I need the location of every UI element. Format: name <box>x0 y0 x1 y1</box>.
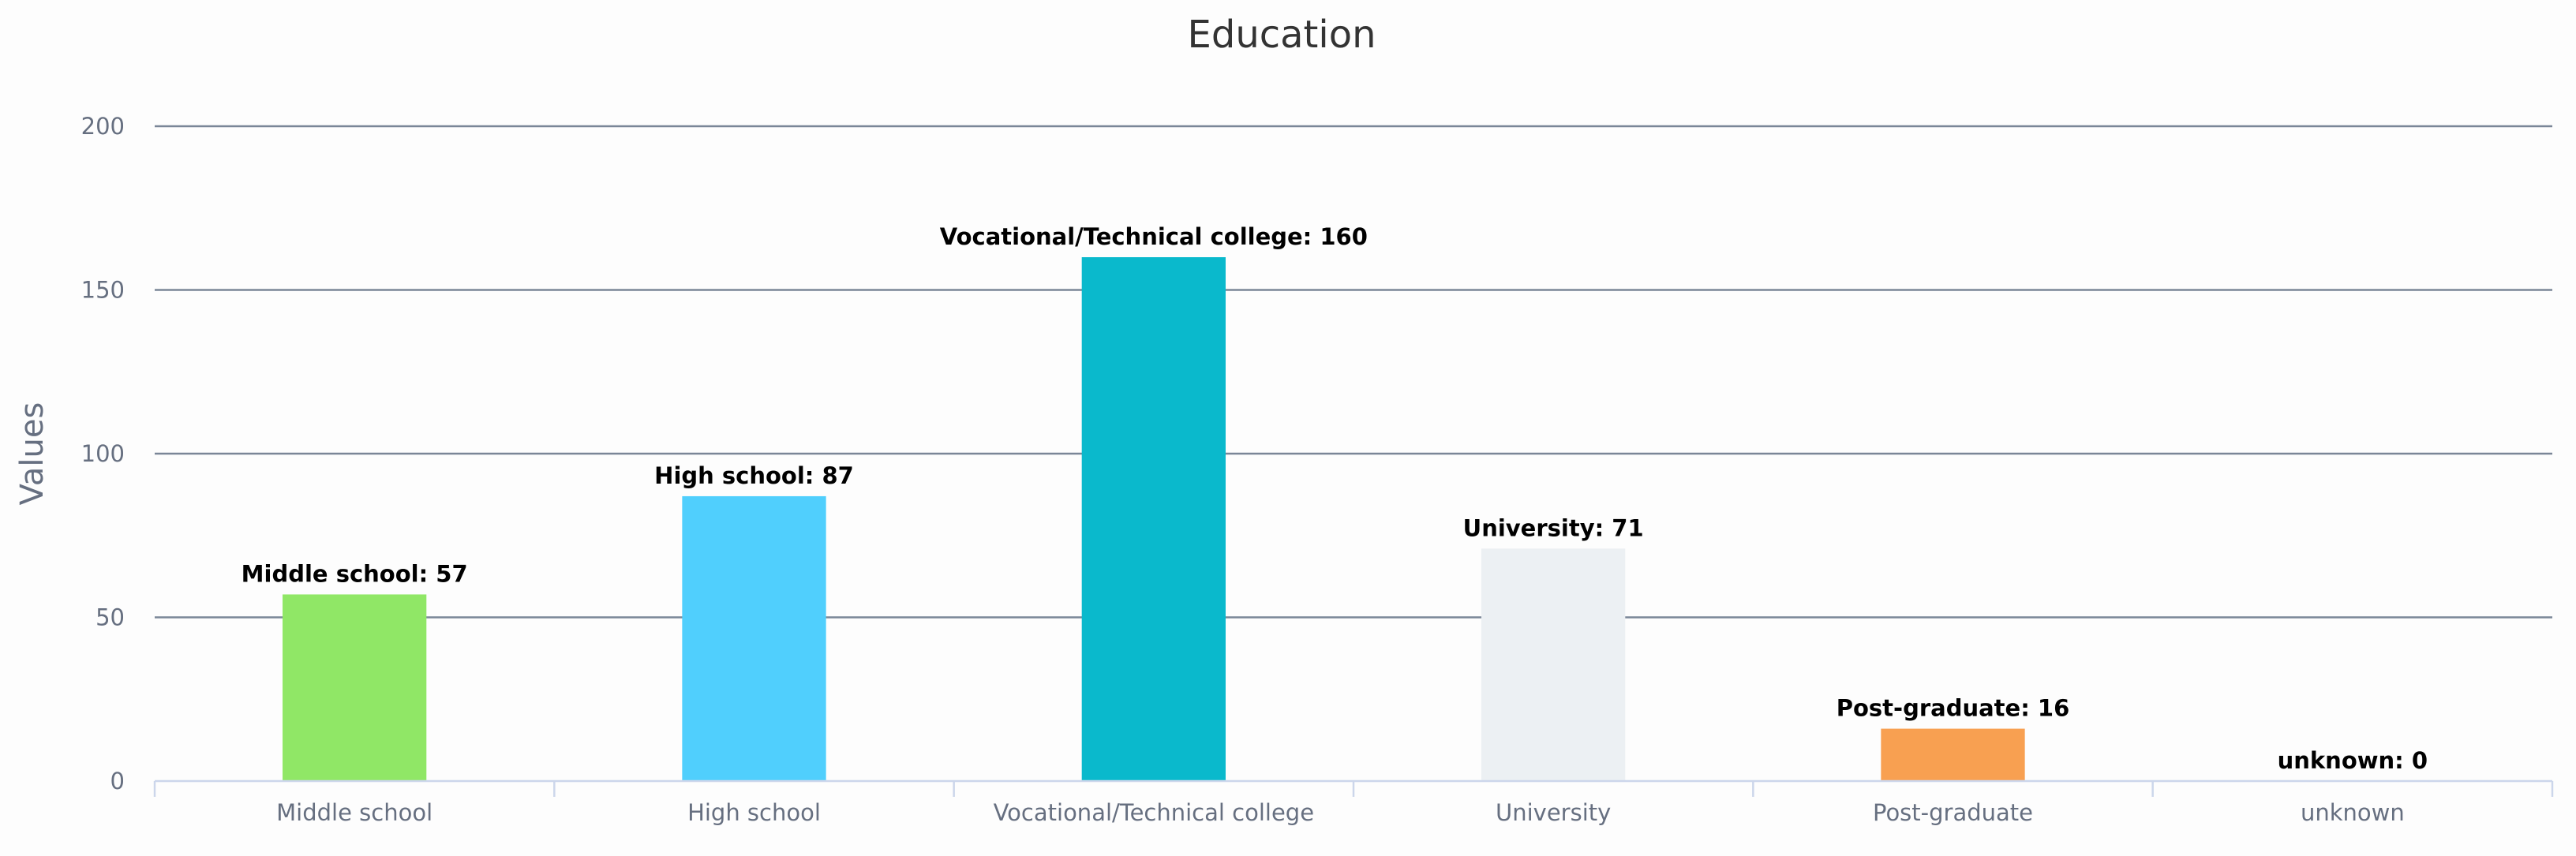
x-tick-label-2: Vocational/Technical college <box>994 799 1314 826</box>
bar-1 <box>682 495 826 781</box>
y-tick-label-100: 100 <box>81 440 125 467</box>
y-axis-ticks: 0 50 100 150 200 <box>81 113 125 794</box>
bar-0 <box>283 594 427 781</box>
y-tick-label-50: 50 <box>95 604 125 631</box>
data-label-5: unknown: 0 <box>2278 747 2428 774</box>
data-label-4: Post-graduate: 16 <box>1837 695 2070 722</box>
data-labels: Middle school: 57 High school: 87 Vocation… <box>242 223 2428 774</box>
bar-4 <box>1881 728 2025 781</box>
y-axis-label: Values <box>14 402 51 506</box>
x-tick-label-1: High school <box>687 799 821 826</box>
data-label-3: University: 71 <box>1463 514 1644 541</box>
data-label-0: Middle school: 57 <box>242 560 468 587</box>
bars <box>283 257 2025 781</box>
data-label-1: High school: 87 <box>654 462 854 489</box>
bar-2 <box>1081 257 1226 781</box>
y-tick-label-150: 150 <box>81 277 125 304</box>
bar-3 <box>1481 548 1626 781</box>
y-tick-label-0: 0 <box>110 768 125 794</box>
chart-title: Education <box>1188 13 1376 57</box>
gridlines <box>155 125 2552 619</box>
x-axis-ticks: Middle school High school Vocational/Techn… <box>276 799 2405 826</box>
data-label-2: Vocational/Technical college: 160 <box>940 223 1368 250</box>
x-axis <box>153 779 2554 797</box>
y-tick-label-200: 200 <box>81 113 125 140</box>
x-tick-label-3: University <box>1496 799 1611 826</box>
x-tick-label-4: Post-graduate <box>1873 799 2033 826</box>
x-tick-label-5: unknown <box>2301 799 2405 826</box>
x-tick-label-0: Middle school <box>276 799 432 826</box>
